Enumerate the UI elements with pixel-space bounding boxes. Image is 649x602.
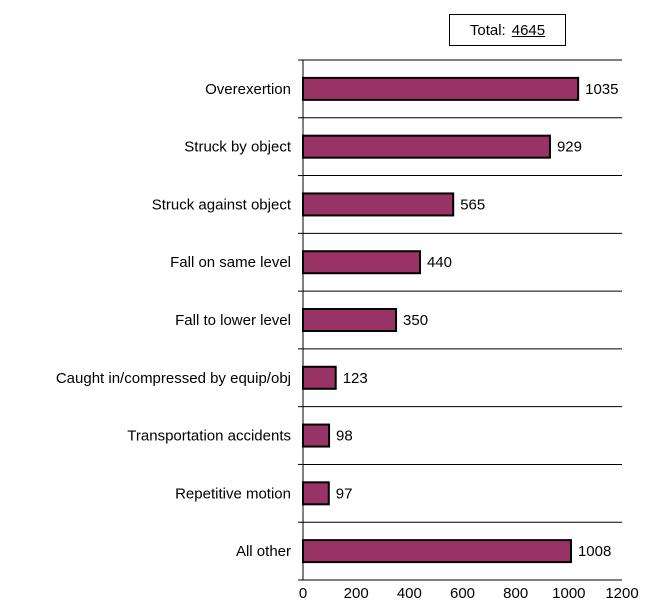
category-label: Repetitive motion [175, 485, 291, 502]
value-label: 929 [557, 139, 582, 156]
x-tick-label: 200 [344, 585, 369, 602]
bar [302, 423, 331, 448]
category-label: Struck by object [184, 139, 292, 156]
value-label: 98 [336, 428, 353, 445]
bar [302, 308, 398, 332]
x-tick-label: 0 [299, 585, 307, 602]
bar [302, 539, 572, 564]
bar [302, 134, 551, 159]
category-label: Transportation accidents [127, 428, 291, 445]
total-label: Total: [469, 21, 506, 39]
category-label: Caught in/compressed by equip/obj [56, 370, 291, 387]
x-tick-label: 400 [397, 585, 422, 602]
bar [302, 76, 580, 101]
value-label: 565 [460, 196, 485, 213]
value-label: 350 [403, 312, 428, 329]
x-tick-label: 800 [503, 585, 528, 602]
bar [302, 192, 455, 217]
value-label: 1008 [578, 543, 611, 560]
x-tick-label: 1200 [605, 585, 638, 602]
category-label: Fall to lower level [175, 312, 291, 329]
x-tick-label: 600 [450, 585, 475, 602]
category-label: Overexertion [205, 81, 291, 98]
value-label: 1035 [585, 81, 618, 98]
category-label: Struck against object [152, 196, 292, 213]
category-label: All other [236, 543, 291, 560]
bar [302, 365, 337, 390]
x-tick-label: 1000 [552, 585, 585, 602]
total-box: Total: 4645 [449, 14, 566, 46]
total-value: 4645 [511, 21, 546, 39]
value-label: 97 [336, 485, 353, 502]
bar [302, 250, 421, 275]
value-label: 440 [427, 254, 452, 271]
category-label: Fall on same level [170, 254, 291, 271]
bar [302, 481, 330, 506]
value-label: 123 [343, 370, 368, 387]
